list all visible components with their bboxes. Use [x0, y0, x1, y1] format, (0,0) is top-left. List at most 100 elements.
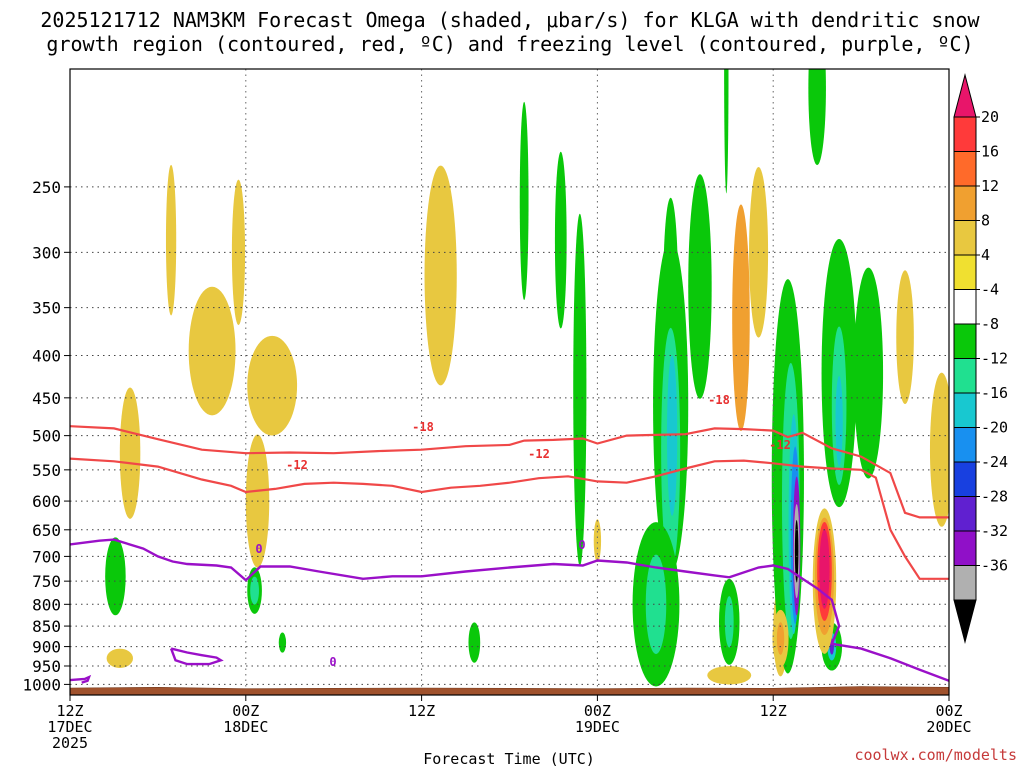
omega-region-52 [819, 529, 830, 609]
y-tick-label-800: 800 [32, 595, 61, 614]
omega-shading-layer [105, 69, 949, 687]
y-tick-label-700: 700 [32, 547, 61, 566]
omega-region-13 [707, 666, 752, 685]
omega-region-29 [645, 554, 667, 654]
y-tick-label-250: 250 [32, 178, 61, 197]
colorbar-label-0: 20 [981, 108, 999, 126]
colorbar-swatch-2 [953, 151, 977, 187]
colorbar-swatch-10 [953, 427, 977, 463]
colorbar-swatch-13 [953, 530, 977, 566]
x-tick-label-24-1: 12Z [408, 702, 435, 720]
contour-label-minus18-b: -18 [708, 393, 730, 407]
contour-freezing-low [70, 674, 92, 684]
colorbar-label-4: 4 [981, 246, 990, 264]
colorbar-swatch-8 [953, 358, 977, 394]
omega-region-2 [188, 286, 236, 416]
colorbar-swatch-4 [953, 220, 977, 256]
contour-label-zero-b: 0 [578, 538, 585, 552]
terrain-layer [70, 686, 949, 695]
contour-freezing-loop [169, 647, 224, 666]
colorbar-label-2: 12 [981, 177, 999, 195]
x-tick-label-36-2: 19DEC [575, 718, 620, 736]
y-tick-label-750: 750 [32, 572, 61, 591]
x-tick-label-12-2: 18DEC [223, 718, 268, 736]
plot-frame [69, 68, 950, 696]
colorbar-swatch-14 [953, 565, 977, 601]
contour-minus12 [70, 457, 949, 580]
omega-region-18 [250, 576, 259, 605]
y-tick-label-350: 350 [32, 299, 61, 318]
colorbar-label-9: -20 [981, 419, 1008, 437]
y-tick-label-600: 600 [32, 492, 61, 511]
chart-title-line-1: 2025121712 NAM3KM Forecast Omega (shaded… [40, 8, 980, 32]
omega-region-54 [776, 622, 785, 655]
colorbar-label-5: -4 [981, 281, 999, 299]
y-tick-label-450: 450 [32, 389, 61, 408]
colorbar-label-3: 8 [981, 212, 990, 230]
y-axis-ticks: 250 300 350 400 450 500 550 600 650 700 750 800 850 9… [22, 178, 70, 694]
omega-region-3 [247, 335, 298, 436]
omega-region-22 [554, 151, 567, 329]
omega-region-40 [794, 519, 799, 583]
contour-labels: -12 -12 -12 -18 -18 0 0 0 [255, 393, 790, 669]
omega-region-16 [105, 537, 126, 616]
x-tick-label-0-2: 17DEC [47, 718, 92, 736]
omega-region-41 [808, 69, 826, 166]
omega-region-6 [106, 648, 133, 668]
contour-label-zero-c: 0 [329, 655, 336, 669]
contour-label-zero-a: 0 [255, 542, 262, 556]
colorbar-label-8: -16 [981, 384, 1008, 402]
contour-layer [70, 425, 949, 684]
grid-lines [69, 69, 950, 695]
terrain-fill [70, 686, 949, 695]
omega-region-30 [688, 174, 712, 399]
y-tick-label-300: 300 [32, 243, 61, 262]
omega-region-19 [278, 632, 287, 653]
y-tick-label-1000: 1000 [22, 675, 61, 694]
colorbar-swatch-7 [953, 323, 977, 359]
credit-link[interactable]: coolwx.com/modelts [854, 746, 1017, 764]
y-tick-label-650: 650 [32, 521, 61, 540]
colorbar-label-6: -8 [981, 315, 999, 333]
contour-minus18 [70, 425, 949, 519]
contour-label-minus18-a: -18 [412, 420, 434, 434]
colorbar-swatch-1 [953, 116, 977, 152]
colorbar-label-10: -24 [981, 453, 1008, 471]
omega-region-44 [835, 375, 843, 467]
contour-label-minus12-a: -12 [286, 458, 308, 472]
y-tick-label-500: 500 [32, 427, 61, 446]
y-tick-label-400: 400 [32, 347, 61, 366]
colorbar-swatch-3 [953, 185, 977, 221]
colorbar-swatch-5 [953, 254, 977, 290]
omega-region-5 [119, 387, 141, 519]
omega-region-33 [724, 596, 734, 648]
x-tick-label-0-3: 2025 [52, 734, 88, 752]
omega-region-7 [424, 165, 457, 386]
colorbar-bottom-arrow [953, 599, 977, 644]
y-tick-label-950: 950 [32, 657, 61, 676]
y-tick-label-900: 900 [32, 638, 61, 657]
omega-region-11 [896, 270, 914, 405]
contour-label-minus12-c: -12 [769, 438, 791, 452]
x-tick-label-36-1: 00Z [584, 702, 611, 720]
colorbar: 20 16 12 8 4 -4 -8 -12 -16 -20 -24 -28 -32 -36 [953, 73, 1008, 644]
colorbar-label-13: -36 [981, 557, 1008, 575]
x-tick-label-12-1: 00Z [232, 702, 259, 720]
omega-region-31 [724, 69, 729, 194]
omega-region-1 [231, 179, 246, 326]
y-tick-label-550: 550 [32, 461, 61, 480]
x-tick-label-0-1: 12Z [56, 702, 83, 720]
y-tick-label-850: 850 [32, 617, 61, 636]
contour-freezing-level [70, 538, 949, 682]
omega-region-21 [519, 101, 529, 301]
x-tick-label-60-1: 00Z [935, 702, 962, 720]
colorbar-swatch-9 [953, 392, 977, 428]
colorbar-label-12: -32 [981, 522, 1008, 540]
chart-title-line-2: growth region (contoured, red, ºC) and f… [46, 32, 973, 56]
x-tick-label-60-2: 20DEC [926, 718, 971, 736]
omega-region-10 [732, 204, 750, 432]
omega-region-20 [468, 622, 481, 663]
colorbar-swatch-12 [953, 496, 977, 532]
